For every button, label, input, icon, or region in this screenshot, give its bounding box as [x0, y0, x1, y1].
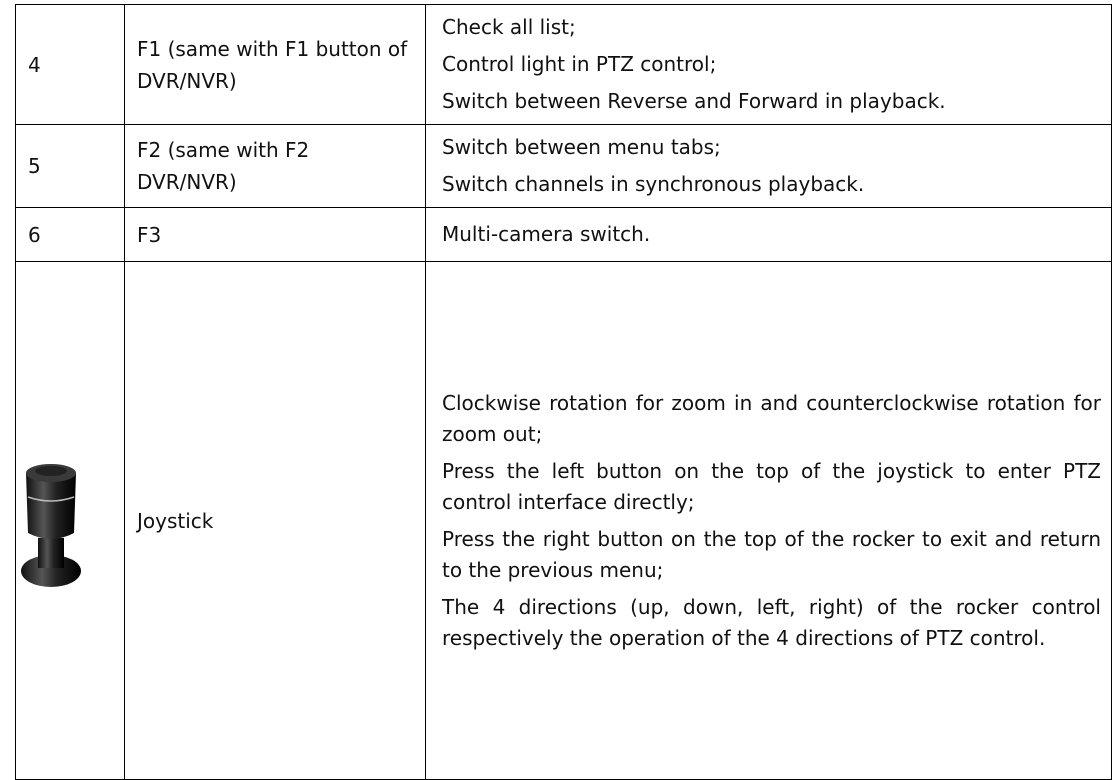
number-cell: 4 [15, 4, 125, 125]
page: 4 F1 (same with F1 button of DVR/NVR) Chec… [15, 4, 1112, 780]
function-text: Press the left button on the top of the … [442, 458, 1101, 514]
function-text: The 4 directions (up, down, left, right)… [442, 594, 1101, 650]
function-cell: Switch between menu tabs; Switch channels… [425, 124, 1112, 208]
table-row: Joystick Clockwise rotation for zoom in a… [15, 261, 1112, 780]
function-text: Check all list; [442, 15, 576, 39]
table-body: 4 F1 (same with F1 button of DVR/NVR) Chec… [15, 4, 1112, 780]
key-cell: F3 [124, 207, 426, 262]
joystick-image [21, 463, 81, 587]
key-table: 4 F1 (same with F1 button of DVR/NVR) Chec… [15, 4, 1112, 780]
table-row: 5 F2 (same with F2 DVR/NVR) Switch between… [15, 124, 1112, 208]
key-cell: F1 (same with F1 button of DVR/NVR) [124, 4, 426, 125]
function-text: Clockwise rotation for zoom in and count… [442, 390, 1101, 446]
key-cell: F2 (same with F2 DVR/NVR) [124, 124, 426, 208]
number-cell: 6 [15, 207, 125, 262]
function-text: Switch channels in synchronous playback. [442, 172, 865, 196]
function-text: Press the right button on the top of the… [442, 526, 1101, 582]
function-cell: Clockwise rotation for zoom in and count… [425, 261, 1112, 780]
function-text: Multi-camera switch. [442, 222, 651, 246]
function-text: Switch between menu tabs; [442, 135, 721, 159]
function-cell: Check all list; Control light in PTZ cont… [425, 4, 1112, 125]
number-cell [15, 261, 125, 780]
function-cell: Multi-camera switch. [425, 207, 1112, 262]
key-cell: Joystick [124, 261, 426, 780]
function-text: Switch between Reverse and Forward in pl… [442, 89, 946, 113]
function-text: Control light in PTZ control; [442, 52, 717, 76]
number-cell: 5 [15, 124, 125, 208]
table-row: 4 F1 (same with F1 button of DVR/NVR) Chec… [15, 4, 1112, 125]
table-row: 6 F3 Multi-camera switch. [15, 207, 1112, 262]
